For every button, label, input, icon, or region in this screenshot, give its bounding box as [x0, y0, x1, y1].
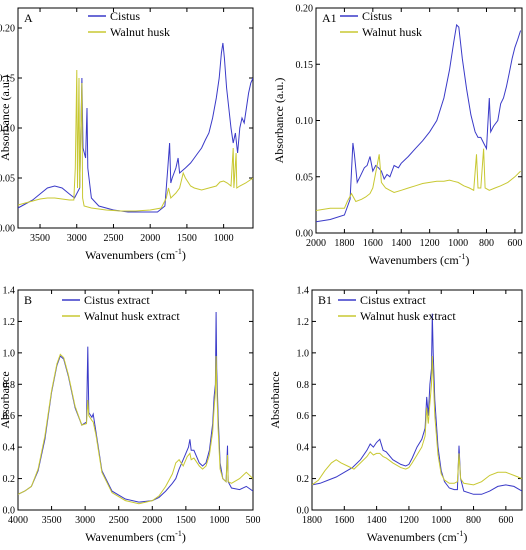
x-tick-label: 600	[507, 238, 522, 249]
x-tick-label: 2500	[103, 233, 123, 244]
x-tick-label: 1000	[214, 233, 234, 244]
y-tick-label: 1.0	[3, 348, 16, 359]
y-tick-label: 0.20	[296, 4, 314, 15]
x-tick-label: 600	[498, 515, 513, 526]
y-tick-label: 0.2	[3, 474, 16, 485]
y-tick-label: 0.15	[0, 74, 15, 85]
panel-label: B	[24, 293, 32, 307]
legend-label: Walnut husk extract	[360, 309, 456, 323]
x-axis-label: Wavenumbers (cm-1)	[85, 247, 186, 262]
series-line-0	[312, 313, 522, 495]
panel-label: A1	[322, 11, 337, 25]
y-tick-label: 0.8	[297, 380, 310, 391]
y-tick-label: 0.8	[3, 380, 16, 391]
x-tick-label: 1600	[334, 515, 354, 526]
y-tick-label: 0.15	[296, 60, 314, 71]
series-line-0	[316, 23, 522, 223]
legend-label: Cistus	[362, 9, 392, 23]
x-tick-label: 1500	[176, 515, 196, 526]
panel-b1: 1800 1600 1400 1200 1000 800 600 0.0 0.2 0.4 0.6 0.…	[268, 286, 523, 544]
plot-frame	[17, 289, 254, 511]
y-tick-label: 0.4	[3, 443, 16, 454]
x-tick-label: 1800	[334, 238, 354, 249]
series-line-1	[316, 148, 521, 211]
legend-label: Walnut husk extract	[84, 309, 180, 323]
x-tick-label: 2000	[142, 515, 162, 526]
panel-a1: 2000 1800 1600 1400 1200 1000 800 600 0.00 0.05 0.…	[272, 4, 523, 267]
x-axis-label: Wavenumbers (cm-1)	[367, 529, 468, 544]
x-tick-label: 3500	[30, 233, 50, 244]
plot-frame	[311, 289, 523, 511]
y-tick-label: 1.2	[3, 317, 16, 328]
x-tick-label: 1400	[367, 515, 387, 526]
y-tick-label: 0.00	[296, 229, 314, 240]
x-tick-label: 3500	[42, 515, 62, 526]
x-tick-label: 500	[246, 515, 261, 526]
y-tick-label: 0.10	[296, 116, 314, 127]
panel-b: 4000 3500 3000 2500 2000 1500 1000 500 0.0 0.2 0.4…	[0, 286, 261, 545]
x-tick-label: 800	[466, 515, 481, 526]
y-tick-label: 1.4	[297, 286, 310, 297]
panel-a: 3500 3000 2500 2000 1500 1000 0.00 0.05 0.10 0.15…	[0, 7, 254, 262]
x-axis-label: Wavenumbers (cm-1)	[369, 252, 470, 267]
legend-label: Cistus	[110, 9, 140, 23]
legend-label: Walnut husk	[110, 25, 170, 39]
panel-label: B1	[318, 293, 332, 307]
legend-label: Cistus extract	[84, 293, 150, 307]
y-tick-label: 1.0	[297, 348, 310, 359]
legend-label: Cistus extract	[360, 293, 426, 307]
y-tick-label: 0.05	[0, 174, 15, 185]
series-line-1	[18, 353, 253, 505]
x-tick-label: 1000	[431, 515, 451, 526]
x-tick-label: 1200	[420, 238, 440, 249]
x-tick-label: 4000	[8, 515, 28, 526]
x-axis-label: Wavenumbers (cm-1)	[85, 529, 186, 544]
y-tick-label: 0.05	[296, 172, 314, 183]
series-line-1	[18, 69, 253, 212]
x-tick-label: 2000	[306, 238, 326, 249]
x-tick-label: 2500	[109, 515, 129, 526]
x-tick-label: 1800	[302, 515, 322, 526]
y-tick-label: 0.10	[0, 124, 15, 135]
y-axis-label: Absorbance	[268, 371, 282, 428]
y-axis-label: Absorbance (a.u.)	[272, 78, 286, 164]
y-tick-label: 0.0	[3, 506, 16, 517]
x-tick-label: 1200	[399, 515, 419, 526]
plot-frame	[17, 7, 254, 229]
x-tick-label: 2000	[140, 233, 160, 244]
x-tick-label: 3000	[75, 515, 95, 526]
panel-label: A	[24, 11, 33, 25]
legend-label: Walnut husk	[362, 25, 422, 39]
x-tick-label: 1600	[363, 238, 383, 249]
y-axis-label: Absorbance (a.u.)	[0, 75, 12, 161]
y-tick-label: 0.2	[297, 474, 310, 485]
y-tick-label: 1.2	[297, 317, 310, 328]
y-tick-label: 0.0	[297, 506, 310, 517]
y-tick-label: 0.00	[0, 224, 15, 235]
x-tick-label: 1000	[448, 238, 468, 249]
y-axis-label: Absorbance	[0, 371, 12, 428]
y-tick-label: 0.6	[3, 411, 16, 422]
series-line-1	[312, 355, 522, 486]
x-tick-label: 1000	[209, 515, 229, 526]
y-tick-label: 0.6	[297, 411, 310, 422]
x-tick-label: 800	[479, 238, 494, 249]
series-line-0	[18, 42, 253, 213]
y-tick-label: 0.20	[0, 24, 15, 35]
plot-frame	[315, 7, 523, 234]
y-tick-label: 1.4	[3, 286, 16, 297]
x-tick-label: 1500	[177, 233, 197, 244]
x-tick-label: 1400	[391, 238, 411, 249]
x-tick-label: 3000	[67, 233, 87, 244]
y-tick-label: 0.4	[297, 443, 310, 454]
